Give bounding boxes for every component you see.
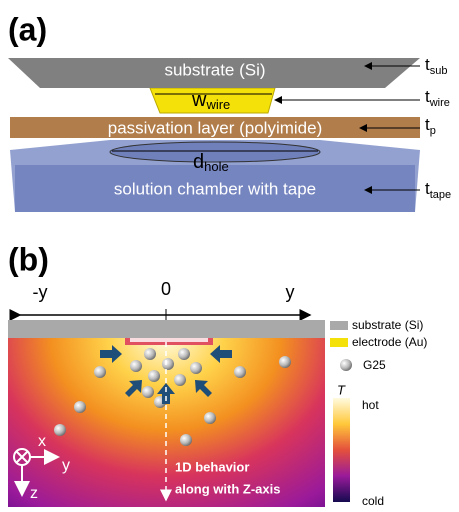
- legend-label: electrode (Au): [352, 335, 427, 349]
- thickness-label: ttape: [425, 179, 451, 200]
- axis-label: x: [38, 433, 46, 450]
- substrate: [8, 320, 325, 338]
- subscript: hole: [204, 159, 229, 174]
- figure: (a) substrate (Si) passivation layer (po…: [0, 0, 459, 507]
- annotation: 1D behavior: [175, 459, 249, 474]
- colorbar: T hot cold: [333, 382, 384, 507]
- subscript: wire: [205, 97, 230, 112]
- subscript: p: [430, 125, 436, 137]
- panel-label: (a): [8, 11, 47, 47]
- axis-label: -y: [33, 282, 48, 302]
- thickness-label: tp: [425, 115, 436, 136]
- axis-label: y: [62, 457, 70, 474]
- subscript: wire: [429, 97, 450, 109]
- colorbar-label: cold: [362, 494, 384, 507]
- thickness-label: tsub: [425, 55, 447, 76]
- legend-label: substrate (Si): [352, 318, 423, 332]
- axis-label: y: [286, 282, 295, 302]
- axis-label: 0: [161, 279, 171, 299]
- layer-label: substrate (Si): [164, 60, 265, 79]
- legend-swatch: [330, 338, 348, 347]
- legend-label: G25: [363, 358, 386, 372]
- thickness-label: twire: [425, 87, 450, 108]
- legend-swatch: [340, 359, 352, 371]
- symbol: w: [191, 89, 207, 111]
- colorbar-title: T: [337, 382, 346, 397]
- layer-label: solution chamber with tape: [114, 179, 316, 198]
- annotation: along with Z-axis: [175, 481, 280, 496]
- electrode-highlight: [130, 338, 208, 342]
- colorbar-label: hot: [362, 398, 379, 412]
- colorbar-scale: [333, 398, 350, 502]
- axis-label: z: [30, 485, 38, 502]
- panel-label: (b): [8, 241, 49, 277]
- legend: substrate (Si) electrode (Au) G25: [330, 318, 427, 372]
- layer-label: passivation layer (polyimide): [108, 118, 322, 137]
- symbol: d: [193, 151, 204, 173]
- subscript: sub: [430, 65, 448, 77]
- subscript: tape: [430, 189, 451, 201]
- legend-swatch: [330, 321, 348, 330]
